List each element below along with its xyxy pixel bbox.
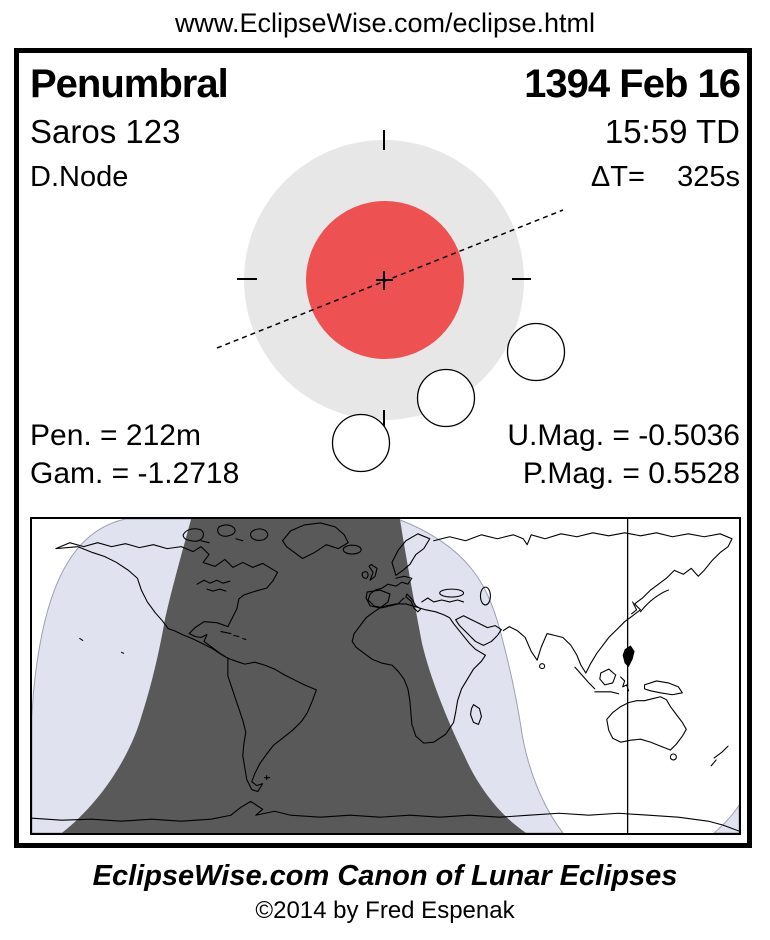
coast-pacific-islets — [79, 637, 125, 654]
coast-japan-korea — [631, 589, 669, 615]
time-label: 15:59 TD — [604, 113, 740, 150]
ecliptic-dashed-line — [216, 209, 564, 349]
coast-caribbean — [220, 631, 247, 641]
coast-new-zealand — [710, 745, 729, 767]
visibility-world-map — [32, 519, 739, 833]
coast-madagascar — [469, 704, 483, 725]
coast-europe — [367, 575, 413, 609]
moon-position-1 — [506, 322, 566, 382]
moon-position-circles — [331, 322, 566, 473]
penumbral-magnitude-stat: P.Mag. = 0.5528 — [522, 457, 740, 490]
coast-greenland — [282, 522, 349, 560]
coastlines — [32, 522, 739, 832]
coast-antarctica — [32, 800, 739, 832]
coast-australia — [606, 696, 687, 751]
coast-caspian-sea — [479, 586, 491, 606]
coast-arctic-islands — [182, 524, 269, 544]
node-label: D.Node — [30, 161, 129, 193]
eclipse-type-title: Penumbral — [30, 62, 229, 106]
coast-uk-ireland — [361, 563, 378, 581]
axis-tick-marks — [237, 130, 531, 426]
delta-t-label: ΔT= 325s — [590, 161, 740, 193]
coast-iberia — [365, 589, 391, 609]
coast-tasmania — [669, 753, 677, 761]
saros-label: Saros 123 — [30, 113, 181, 150]
coast-sumatra-java — [574, 666, 620, 695]
umbral-magnitude-stat: U.Mag. = -0.5036 — [507, 419, 740, 452]
copyright-line: ©2014 by Fred Espenak — [255, 897, 515, 924]
coast-borneo — [599, 668, 617, 686]
coast-africa — [351, 603, 486, 744]
coast-new-guinea — [643, 680, 683, 696]
url-header: www.EclipseWise.com/eclipse.html — [174, 8, 596, 38]
coast-greece-turkey — [421, 597, 465, 603]
penumbral-duration-stat: Pen. = 212m — [30, 419, 201, 452]
coast-scandinavia — [391, 533, 431, 576]
visibility-map-frame — [30, 517, 741, 835]
coast-south-america — [227, 657, 317, 793]
coast-iceland — [342, 544, 362, 555]
philippines-blob — [622, 645, 635, 668]
coast-asia — [433, 532, 733, 674]
map-partial-corner-wedge — [713, 804, 739, 833]
moon-position-2 — [416, 368, 476, 428]
coast-sri-lanka — [539, 663, 546, 670]
coast-arabia — [455, 615, 502, 646]
coast-italy — [405, 593, 422, 613]
center-cross — [376, 271, 393, 290]
canon-title: EclipseWise.com Canon of Lunar Eclipses — [92, 860, 678, 892]
coast-north-america — [55, 542, 279, 659]
coast-great-lakes — [196, 579, 231, 592]
gamma-stat: Gam. = -1.2718 — [30, 457, 240, 490]
moon-position-3 — [331, 413, 391, 473]
eclipse-date-title: 1394 Feb 16 — [524, 62, 741, 106]
coast-falklands — [264, 775, 271, 781]
coast-black-sea — [439, 588, 465, 598]
